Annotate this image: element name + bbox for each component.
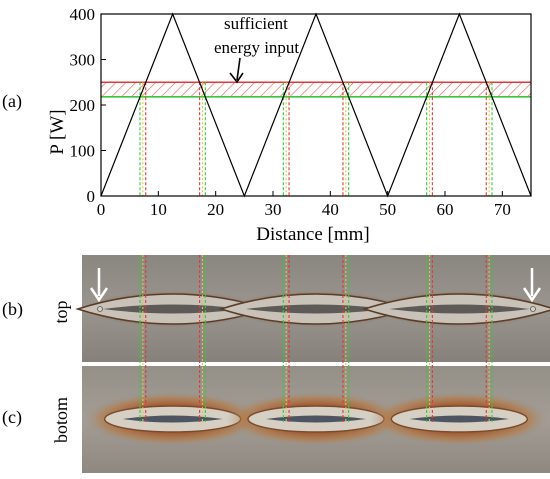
side-label-top: top — [51, 300, 71, 323]
bead-bottom-core-2 — [409, 415, 510, 423]
y-tick-label-1: 100 — [70, 142, 96, 161]
weld-beads-bottom — [82, 392, 550, 446]
arrow-right — [522, 268, 542, 312]
bead-bottom-core-1 — [266, 415, 366, 423]
power-series — [100, 12, 532, 198]
x-tick-label-5: 50 — [379, 200, 396, 219]
threshold-band — [101, 81, 531, 98]
x-tick-label-4: 40 — [322, 200, 339, 219]
side-label-bottom: botom — [51, 397, 71, 443]
tick-labels: 0 10 20 30 40 50 60 70 0 100 200 300 400 — [70, 5, 511, 219]
series-line-0 — [100, 12, 532, 198]
annotation-line-1: sufficient — [224, 14, 288, 33]
y-tick-label-3: 300 — [70, 51, 96, 70]
weld-beads-top — [75, 290, 550, 328]
x-axis-label: Distance [mm] — [256, 224, 369, 245]
axes — [100, 13, 532, 197]
y-tick-label-2: 200 — [70, 96, 96, 115]
power-chart: (a) P [W] Distance [mm] 0 10 20 30 40 50 60 700… — [2, 5, 532, 245]
annotation-arrow-shaft — [236, 57, 241, 81]
panel-label-b: (b) — [2, 299, 23, 320]
bead-bottom-core-0 — [122, 415, 223, 423]
guide-lines-photos — [139, 255, 493, 422]
bead-top-core-2 — [389, 304, 530, 314]
y-tick-label-4: 400 — [70, 5, 96, 24]
annotation-line-2: energy input — [214, 38, 299, 57]
photo-panel-bottom: (c) botom — [2, 366, 550, 473]
x-tick-label-2: 20 — [207, 200, 224, 219]
annotation-arrow-head — [229, 72, 244, 84]
band-hatch — [101, 82, 531, 97]
arrow-left — [89, 268, 109, 312]
panel-label-c: (c) — [2, 407, 22, 428]
x-tick-label-1: 10 — [150, 200, 167, 219]
guide-lines-chart — [139, 82, 493, 196]
annotation: sufficient energy input — [214, 14, 299, 84]
y-axis-label: P [W] — [47, 109, 68, 154]
bead-top-core-0 — [102, 304, 243, 314]
bead-top-core-1 — [246, 304, 386, 314]
panel-label-a: (a) — [2, 91, 22, 112]
x-tick-label-6: 60 — [437, 200, 454, 219]
x-tick-label-3: 30 — [265, 200, 282, 219]
photo-panel-top: (b) top — [2, 255, 550, 362]
y-tick-label-0: 0 — [87, 187, 96, 206]
x-tick-label-7: 70 — [494, 200, 511, 219]
x-tick-label-0: 0 — [97, 200, 106, 219]
plot-frame — [100, 13, 532, 197]
